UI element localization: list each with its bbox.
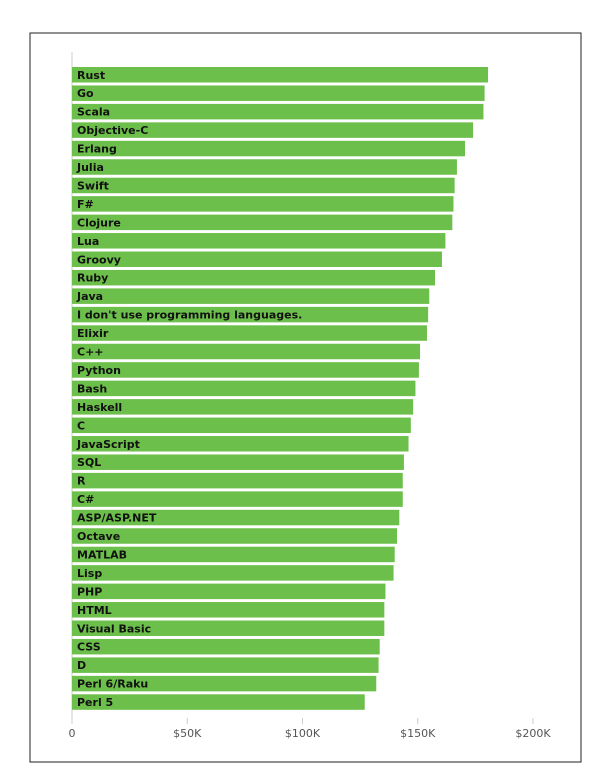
bar-label: I don't use programming languages. bbox=[77, 309, 302, 322]
x-tick-label: $200K bbox=[515, 727, 551, 740]
bar-label: Lua bbox=[77, 235, 99, 248]
bar bbox=[72, 491, 403, 507]
bar-label: Perl 5 bbox=[77, 696, 113, 709]
bar-label: Elixir bbox=[77, 327, 109, 340]
x-tick-label: $150K bbox=[400, 727, 436, 740]
bar bbox=[72, 546, 395, 563]
bar-label: Visual Basic bbox=[77, 622, 151, 635]
bar bbox=[72, 159, 457, 175]
bar-label: Lisp bbox=[77, 567, 102, 580]
bar-label: Go bbox=[77, 87, 94, 100]
bar-label: Rust bbox=[77, 69, 105, 82]
bar bbox=[72, 214, 453, 231]
bar-label: C bbox=[77, 419, 85, 432]
bar bbox=[72, 528, 398, 544]
bar bbox=[72, 583, 386, 600]
bar bbox=[72, 675, 377, 692]
bar bbox=[72, 288, 430, 304]
bar bbox=[72, 602, 385, 618]
bar-label: Perl 6/Raku bbox=[77, 678, 148, 691]
bar-label: F# bbox=[77, 198, 94, 211]
bar bbox=[72, 122, 474, 138]
bar bbox=[72, 509, 400, 526]
bar bbox=[72, 196, 454, 212]
bar bbox=[72, 269, 436, 286]
bar-label: Java bbox=[76, 290, 103, 303]
bar bbox=[72, 67, 489, 83]
bar bbox=[72, 380, 416, 397]
bar-label: Objective-C bbox=[77, 124, 148, 137]
bar bbox=[72, 657, 379, 673]
bar bbox=[72, 177, 455, 194]
bar-label: SQL bbox=[77, 456, 101, 469]
x-tick-label: $100K bbox=[285, 727, 321, 740]
bar bbox=[72, 565, 394, 581]
bar bbox=[72, 251, 442, 267]
x-tick-label: 0 bbox=[69, 727, 76, 740]
bar-label: Bash bbox=[77, 382, 107, 395]
bar-label: Swift bbox=[77, 179, 109, 192]
bar bbox=[72, 638, 380, 655]
bar-label: Julia bbox=[76, 161, 104, 174]
bar bbox=[72, 436, 409, 452]
bar-label: Python bbox=[77, 364, 121, 377]
bar-label: PHP bbox=[77, 585, 102, 598]
bar-label: JavaScript bbox=[76, 438, 140, 451]
bar bbox=[72, 140, 466, 157]
bar-label: Groovy bbox=[77, 253, 121, 266]
bar-label: ASP/ASP.NET bbox=[77, 512, 157, 525]
bar bbox=[72, 103, 484, 120]
bar bbox=[72, 306, 429, 323]
bar bbox=[72, 85, 485, 101]
bar-label: Octave bbox=[77, 530, 120, 543]
bar-label: Clojure bbox=[77, 216, 121, 229]
bar bbox=[72, 362, 419, 378]
bar-label: Ruby bbox=[77, 272, 108, 285]
bar-label: Scala bbox=[77, 106, 110, 119]
bar-label: R bbox=[77, 475, 86, 488]
bar bbox=[72, 694, 365, 710]
bar-label: Erlang bbox=[77, 143, 117, 156]
bar-label: HTML bbox=[77, 604, 112, 617]
bar-label: MATLAB bbox=[77, 548, 127, 561]
bar-label: Haskell bbox=[77, 401, 122, 414]
bar bbox=[72, 233, 446, 249]
bar bbox=[72, 325, 427, 341]
bar bbox=[72, 472, 403, 489]
bar-label: CSS bbox=[77, 641, 101, 654]
bar-label: D bbox=[77, 659, 86, 672]
bar bbox=[72, 454, 404, 470]
bar bbox=[72, 399, 414, 415]
x-tick-label: $50K bbox=[173, 727, 202, 740]
bar bbox=[72, 620, 385, 636]
bar-label: C# bbox=[77, 493, 94, 506]
bar bbox=[72, 417, 411, 434]
bar-label: C++ bbox=[77, 346, 104, 359]
bar bbox=[72, 343, 421, 360]
